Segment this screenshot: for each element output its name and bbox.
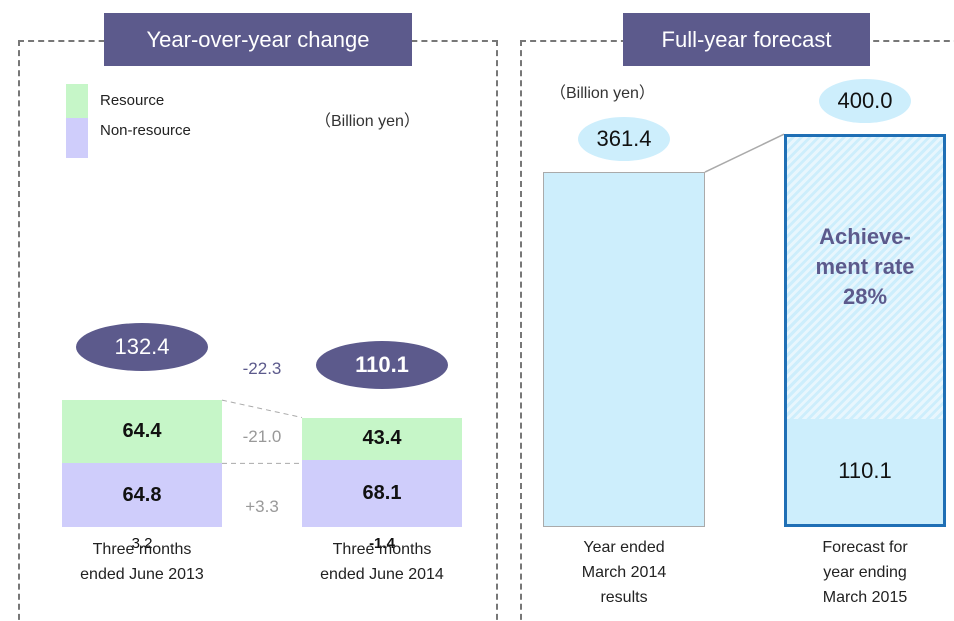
unit-label: （Billion yen） <box>315 113 420 130</box>
unit-label: （Billion yen） <box>550 85 655 102</box>
bar-segment: 43.4 <box>302 417 462 461</box>
achievement: Achieve-ment rate 28% <box>800 222 930 312</box>
connector <box>704 133 785 173</box>
other-label: -1.4 <box>369 535 395 552</box>
value-label: 400.0 <box>819 79 911 124</box>
x-tick-label: Three months ended June 2014 <box>320 541 444 583</box>
legend-label: Resource <box>100 92 165 109</box>
legend-label: Non-resource <box>100 122 191 139</box>
x-tick-label: Year ended March 2014 results <box>581 539 667 606</box>
bar-segment: 64.8 <box>62 463 222 527</box>
progress-label: 110.1 <box>838 458 892 484</box>
legend-swatch <box>66 118 88 158</box>
panel-title: Year-over-year change <box>104 13 412 66</box>
value-label: 361.4 <box>578 117 670 162</box>
total-label: 110.1 <box>316 340 448 389</box>
progress-bar: 110.1 <box>787 418 943 524</box>
achievement-label: Achieve-ment rate <box>815 223 915 279</box>
value-label: 64.4 <box>122 420 162 443</box>
value-label: 68.1 <box>362 482 402 505</box>
bar <box>543 172 705 527</box>
change-label: -22.3 <box>242 359 282 378</box>
change-label: +3.3 <box>245 497 279 516</box>
other-label: 3.2 <box>131 535 153 552</box>
connector <box>221 399 303 418</box>
achievement-value: 28% <box>842 283 888 309</box>
value-label: 43.4 <box>362 427 402 450</box>
value-label: 64.8 <box>122 483 162 506</box>
total-label: 132.4 <box>76 323 208 372</box>
x-tick-label: Three months ended June 2013 <box>80 541 204 583</box>
change-label: -21.0 <box>242 427 282 446</box>
bar-segment: 68.1 <box>302 460 462 527</box>
panel-title: Full-year forecast <box>623 13 870 66</box>
x-tick-label: Forecast for year ending March 2015 <box>822 539 908 606</box>
bar-segment: 64.4 <box>62 400 222 464</box>
legend-swatch <box>66 84 88 118</box>
